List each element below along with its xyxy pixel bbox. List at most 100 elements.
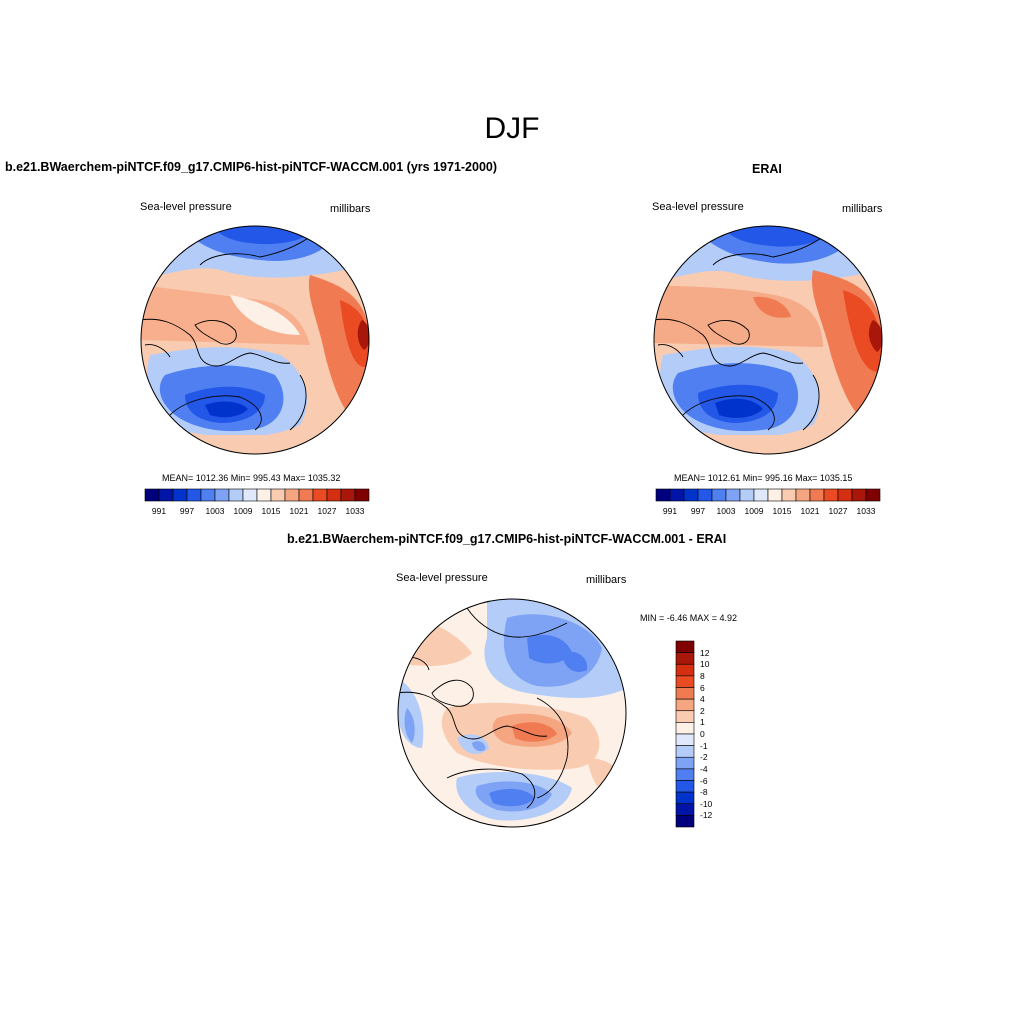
colorbar-tick-label: 1021 <box>289 506 309 516</box>
obs-colorbar <box>655 488 881 502</box>
colorbar-swatch <box>675 815 695 828</box>
colorbar-swatch <box>284 488 300 502</box>
colorbar-tick-label: 0 <box>700 729 705 739</box>
model-panel-title: b.e21.BWaerchem-piNTCF.f09_g17.CMIP6-his… <box>5 160 498 174</box>
colorbar-tick-label: 1003 <box>716 506 736 516</box>
colorbar-swatch <box>823 488 839 502</box>
model-colorbar <box>144 488 370 502</box>
colorbar-swatch <box>675 791 695 805</box>
colorbar-tick-label: 1 <box>700 717 705 728</box>
colorbar-swatch <box>256 488 272 502</box>
colorbar-swatch <box>270 488 286 502</box>
colorbar-swatch <box>851 488 867 502</box>
colorbar-swatch <box>228 488 244 502</box>
obs-colorbar-labels: 991 997 1003 1009 1015 1021 1027 1033 <box>656 506 880 518</box>
colorbar-swatch <box>675 675 695 688</box>
colorbar-swatch <box>675 640 695 653</box>
colorbar-tick-label: 1021 <box>800 506 820 516</box>
colorbar-swatch <box>298 488 314 502</box>
diff-panel-title: b.e21.BWaerchem-piNTCF.f09_g17.CMIP6-his… <box>287 532 727 546</box>
colorbar-tick-label: 1027 <box>317 506 337 516</box>
colorbar-tick-label: 1033 <box>345 506 365 516</box>
colorbar-swatch <box>781 488 797 502</box>
figure-title: DJF <box>484 112 540 145</box>
colorbar-swatch <box>675 722 695 735</box>
colorbar-swatch <box>675 710 695 723</box>
colorbar-swatch <box>675 733 695 746</box>
colorbar-swatch <box>739 488 755 502</box>
colorbar-tick-label: -1 <box>700 740 708 751</box>
colorbar-swatch <box>753 488 769 502</box>
colorbar-tick-label: 8 <box>700 670 705 681</box>
colorbar-swatch <box>675 780 695 793</box>
colorbar-tick-label: 10 <box>700 659 710 670</box>
colorbar-swatch <box>172 488 188 502</box>
colorbar-swatch <box>312 488 328 502</box>
colorbar-swatch <box>354 488 370 502</box>
diff-polar-map <box>397 598 627 828</box>
model-units-label: millibars <box>330 203 371 215</box>
diff-colorbar-labels: 12 10 8 6 4 2 1 0 -1 -2 -4 -6 -8 -10 -12 <box>700 641 730 827</box>
colorbar-swatch <box>200 488 216 502</box>
colorbar-tick-label: 12 <box>700 647 710 658</box>
obs-left-label: Sea-level pressure <box>652 201 744 213</box>
model-stats: MEAN= 1012.36 Min= 995.43 Max= 1035.32 <box>162 473 341 483</box>
diff-left-label: Sea-level pressure <box>396 572 488 584</box>
colorbar-swatch <box>683 488 699 502</box>
colorbar-swatch <box>675 687 695 700</box>
colorbar-tick-label: -4 <box>700 763 708 774</box>
colorbar-swatch <box>795 488 811 502</box>
colorbar-swatch <box>144 488 160 502</box>
colorbar-swatch <box>158 488 174 502</box>
colorbar-swatch <box>725 488 741 502</box>
colorbar-swatch <box>675 803 695 816</box>
colorbar-tick-label: 1015 <box>261 506 281 516</box>
colorbar-tick-label: 6 <box>700 682 705 693</box>
colorbar-swatch <box>697 488 713 502</box>
model-left-label: Sea-level pressure <box>140 201 232 213</box>
colorbar-swatch <box>669 488 685 502</box>
colorbar-tick-label: -2 <box>700 752 708 763</box>
colorbar-swatch <box>242 488 258 502</box>
colorbar-swatch <box>675 756 695 770</box>
obs-polar-map <box>653 225 883 455</box>
diff-units-label: millibars <box>586 574 627 586</box>
colorbar-tick-label: 1027 <box>828 506 848 516</box>
colorbar-swatch <box>675 745 695 758</box>
colorbar-swatch <box>675 663 695 677</box>
colorbar-swatch <box>865 488 881 502</box>
colorbar-tick-label: -8 <box>700 787 708 798</box>
colorbar-swatch <box>655 488 671 502</box>
obs-panel-title: ERAI <box>752 162 782 176</box>
colorbar-tick-label: 1033 <box>856 506 876 516</box>
obs-units-label: millibars <box>842 203 883 215</box>
colorbar-tick-label: 991 <box>662 506 678 516</box>
colorbar-tick-label: -6 <box>700 775 708 786</box>
colorbar-swatch <box>809 488 825 502</box>
model-polar-map <box>140 225 370 455</box>
colorbar-swatch <box>675 768 695 781</box>
colorbar-swatch <box>326 488 342 502</box>
colorbar-tick-label: -10 <box>700 798 713 809</box>
colorbar-tick-label: 997 <box>690 506 706 516</box>
colorbar-swatch <box>767 488 783 502</box>
colorbar-tick-label: 1009 <box>233 506 253 516</box>
colorbar-tick-label: 1009 <box>744 506 764 516</box>
colorbar-swatch <box>711 488 727 502</box>
obs-stats: MEAN= 1012.61 Min= 995.16 Max= 1035.15 <box>674 473 853 483</box>
colorbar-tick-label: 4 <box>700 694 705 705</box>
colorbar-tick-label: 997 <box>179 506 195 516</box>
colorbar-swatch <box>837 488 853 502</box>
model-colorbar-labels: 991 997 1003 1009 1015 1021 1027 1033 <box>145 506 369 518</box>
colorbar-swatch <box>675 698 695 712</box>
colorbar-swatch <box>186 488 202 502</box>
colorbar-tick-label: 1003 <box>205 506 225 516</box>
colorbar-swatch <box>214 488 230 502</box>
colorbar-tick-label: -12 <box>700 810 713 821</box>
colorbar-swatch <box>340 488 356 502</box>
colorbar-tick-label: 2 <box>700 705 705 716</box>
colorbar-tick-label: 1015 <box>772 506 792 516</box>
colorbar-swatch <box>675 652 695 665</box>
colorbar-tick-label: 991 <box>151 506 167 516</box>
diff-stats: MIN = -6.46 MAX = 4.92 <box>640 613 738 623</box>
